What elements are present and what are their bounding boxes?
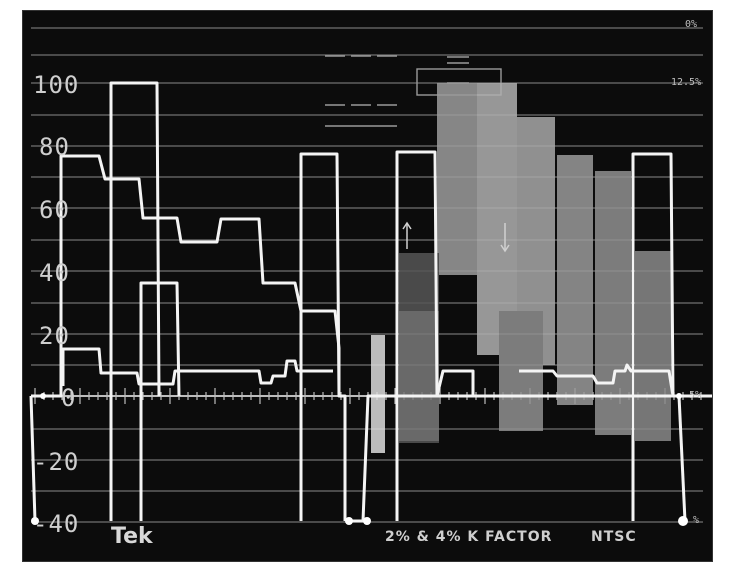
percent-label-12-5: 12.5% bbox=[671, 77, 702, 88]
ire-label-60: 60 bbox=[39, 196, 70, 224]
percent-label-0: 0% bbox=[685, 19, 698, 30]
ire-label-0: 0 bbox=[61, 384, 77, 412]
ire-label-20: 20 bbox=[39, 322, 70, 350]
percent-label-5: 5% bbox=[689, 390, 702, 401]
ire-label-minus-40: -40 bbox=[33, 510, 80, 538]
tek-logo: Tek bbox=[111, 524, 153, 549]
ire-label-80: 80 bbox=[39, 133, 70, 161]
waveform-screen: 100 80 60 40 20 0 -20 -40 0% 12.5% 5% % … bbox=[22, 10, 713, 562]
ntsc-label: NTSC bbox=[591, 529, 637, 545]
k-factor-label: 2% & 4% K FACTOR bbox=[385, 529, 553, 545]
waveform-trace bbox=[29, 81, 712, 526]
ire-label-40: 40 bbox=[39, 259, 70, 287]
percent-label-bottom: % bbox=[693, 515, 700, 526]
ire-label-minus-20: -20 bbox=[33, 448, 80, 476]
ire-label-100: 100 bbox=[33, 71, 80, 99]
